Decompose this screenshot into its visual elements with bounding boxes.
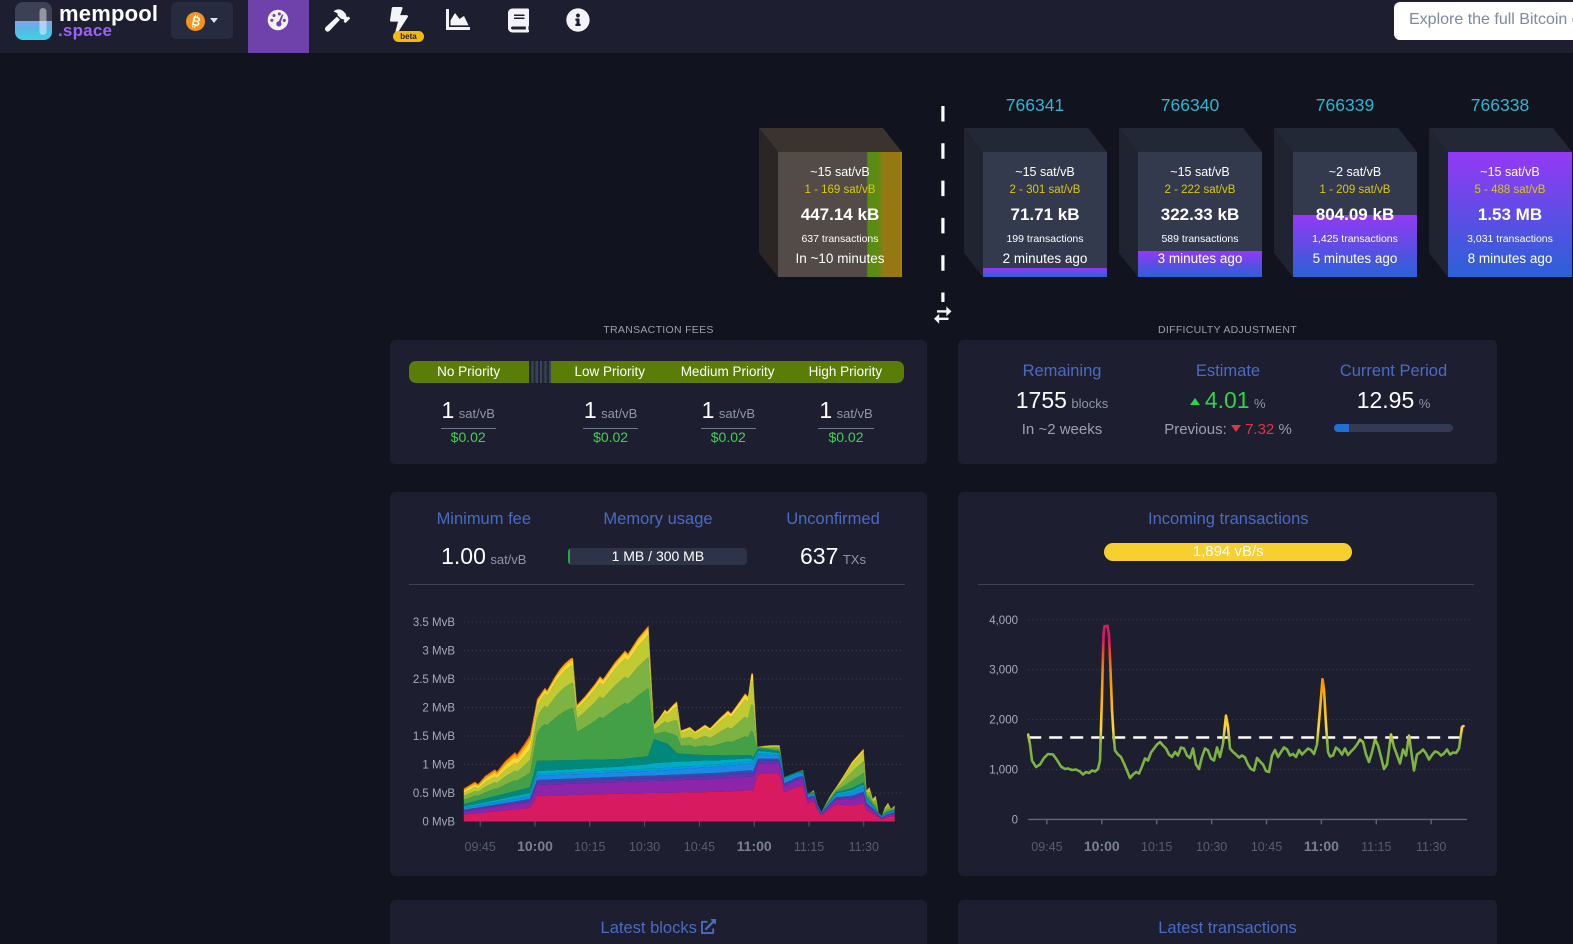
svg-text:766340: 766340 [1161, 95, 1220, 115]
svg-text:10:30: 10:30 [1196, 840, 1227, 854]
svg-text:11:00: 11:00 [737, 838, 772, 854]
svg-text:10:00: 10:00 [1084, 838, 1120, 854]
svg-text:0.5 MvB: 0.5 MvB [413, 788, 456, 800]
svg-text:3.5 MvB: 3.5 MvB [413, 617, 456, 629]
svg-text:766341: 766341 [1006, 95, 1064, 115]
svg-text:11:30: 11:30 [849, 840, 879, 854]
svg-text:3,000: 3,000 [989, 665, 1018, 677]
svg-text:10:45: 10:45 [684, 840, 715, 854]
svg-text:10:45: 10:45 [1251, 840, 1282, 854]
svg-text:10:00: 10:00 [517, 838, 553, 854]
svg-text:0 MvB: 0 MvB [422, 817, 455, 829]
svg-text:09:45: 09:45 [465, 840, 496, 854]
svg-text:11:30: 11:30 [1416, 840, 1446, 854]
svg-text:4,000: 4,000 [989, 615, 1018, 627]
svg-text:3 MvB: 3 MvB [422, 646, 455, 658]
svg-text:1.5 MvB: 1.5 MvB [413, 731, 456, 743]
svg-text:10:30: 10:30 [629, 840, 660, 854]
svg-text:2,000: 2,000 [989, 715, 1018, 727]
svg-text:11:15: 11:15 [794, 840, 824, 854]
svg-text:766339: 766339 [1316, 95, 1374, 115]
svg-text:09:45: 09:45 [1031, 840, 1062, 854]
svg-text:2 MvB: 2 MvB [422, 703, 455, 715]
svg-text:10:15: 10:15 [574, 840, 605, 854]
svg-text:1 MvB: 1 MvB [422, 760, 455, 772]
svg-text:11:00: 11:00 [1304, 838, 1339, 854]
svg-text:1,000: 1,000 [989, 765, 1018, 777]
svg-text:0: 0 [1012, 814, 1018, 826]
svg-text:10:15: 10:15 [1141, 840, 1172, 854]
svg-text:11:15: 11:15 [1361, 840, 1391, 854]
svg-text:766338: 766338 [1471, 95, 1529, 115]
svg-text:2.5 MvB: 2.5 MvB [413, 674, 456, 686]
